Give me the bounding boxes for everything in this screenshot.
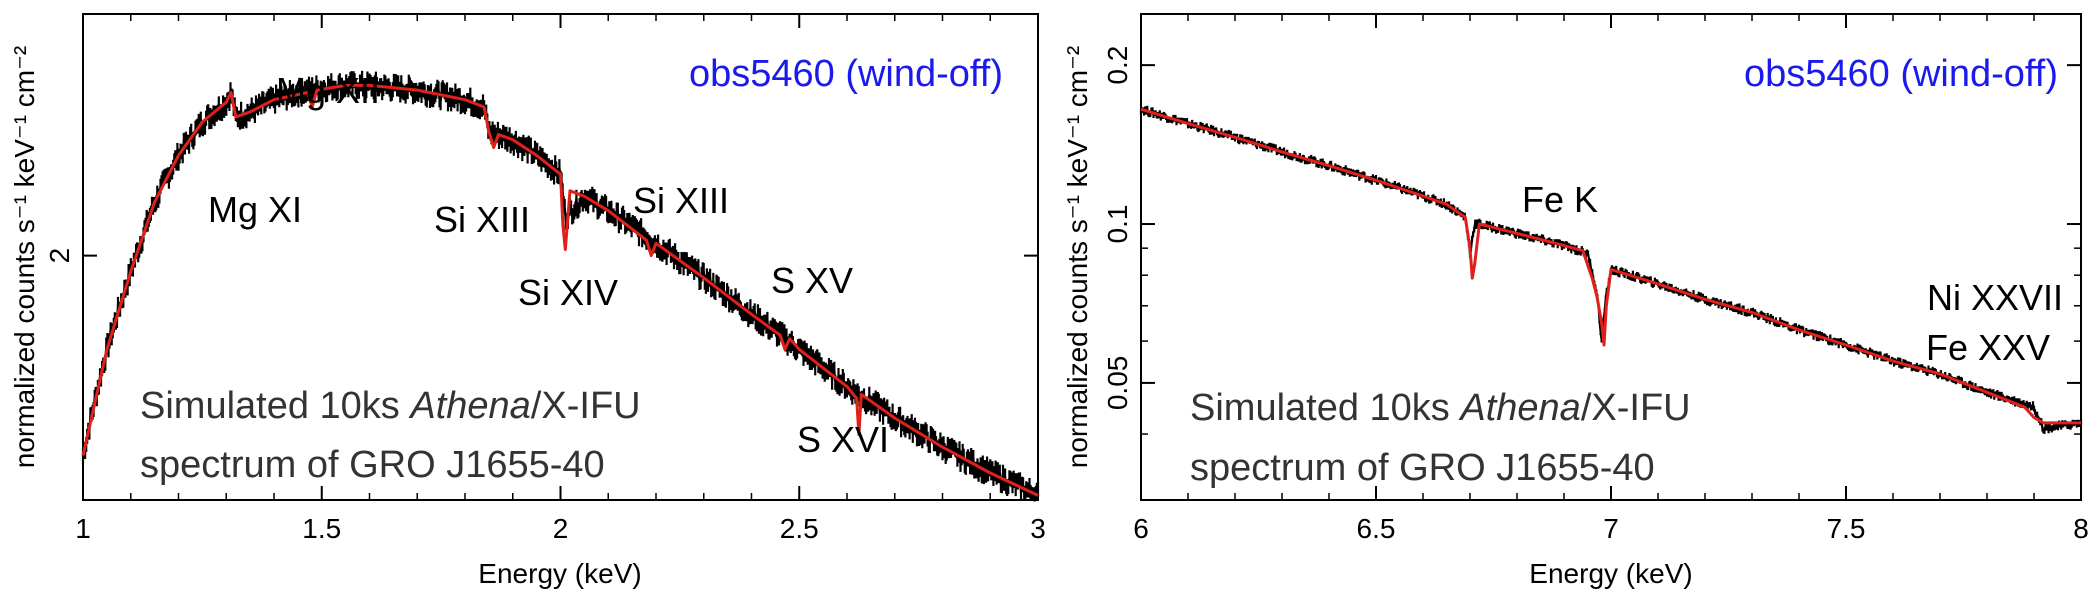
left-x-tick-label-2: 2 (553, 513, 569, 544)
right-y-tick-label-2: 0.2 (1102, 46, 1133, 85)
left-line-label-mg-xi: Mg XI (208, 189, 302, 230)
left-observation-label: obs5460 (wind-off) (689, 53, 1003, 95)
left-x-tick-label-0: 1 (75, 513, 91, 544)
left-line-label-si-xiii-b: Si XIII (633, 180, 729, 221)
left-caption-suffix: /X-IFU (531, 385, 641, 427)
left-caption-line1: Simulated 10ks Athena/X-IFU (140, 385, 641, 427)
left-line-label-s-xv: S XV (771, 260, 853, 301)
left-line-label-si-xiii-a: Si XIII (434, 199, 530, 240)
left-line-label-s-xvi: S XVI (797, 419, 889, 460)
right-x-tick-label-3: 7.5 (1827, 513, 1866, 544)
right-spectrum-panel: 6 6.5 7 7.5 8 0.05 0.1 0.2 Energy (keV) normali… (1062, 13, 2089, 589)
left-spectrum-panel: 1 1.5 2 2.5 3 2 Energy (keV) normalized count… (9, 13, 1046, 589)
right-line-label-fe-xxv: Fe XXV (1926, 327, 2050, 368)
left-caption-italic: Athena (408, 385, 530, 427)
left-y-axis-label: normalized counts s⁻¹ keV⁻¹ cm⁻² (9, 46, 40, 468)
right-x-axis-label: Energy (keV) (1529, 558, 1692, 589)
right-caption-italic: Athena (1458, 387, 1580, 429)
right-x-tick-label-2: 7 (1603, 513, 1619, 544)
right-caption-line2: spectrum of GRO J1655-40 (1190, 447, 1655, 489)
right-line-label-fe-k: Fe K (1522, 179, 1598, 220)
left-y-tick-label-0: 2 (44, 248, 75, 264)
left-caption-line2: spectrum of GRO J1655-40 (140, 444, 605, 486)
right-axis-ticks: 6 6.5 7 7.5 8 0.05 0.1 0.2 (1102, 14, 2089, 544)
left-x-axis-label: Energy (keV) (478, 558, 641, 589)
left-x-tick-label-3: 2.5 (780, 513, 819, 544)
right-model-series (1140, 107, 2081, 425)
right-observation-label: obs5460 (wind-off) (1744, 53, 2058, 95)
right-caption-prefix: Simulated 10ks (1190, 387, 1460, 429)
right-x-tick-label-0: 6 (1133, 513, 1149, 544)
right-caption-line1: Simulated 10ks Athena/X-IFU (1190, 387, 1691, 429)
left-line-label-mg-xii: Mg XII (276, 70, 380, 111)
left-x-tick-label-4: 3 (1030, 513, 1046, 544)
right-x-tick-label-4: 8 (2073, 513, 2089, 544)
right-y-tick-label-0: 0.05 (1102, 356, 1133, 411)
right-line-label-ni-xxvii: Ni XXVII (1927, 277, 2063, 318)
right-y-tick-label-1: 0.1 (1102, 205, 1133, 244)
left-axis-ticks: 1 1.5 2 2.5 3 2 (44, 14, 1046, 544)
right-series-group (1139, 105, 2083, 434)
left-line-label-si-xiv: Si XIV (518, 272, 618, 313)
right-x-tick-label-1: 6.5 (1357, 513, 1396, 544)
left-series-group (81, 70, 1040, 502)
right-caption-suffix: /X-IFU (1581, 387, 1691, 429)
right-y-axis-label: normalized counts s⁻¹ keV⁻¹ cm⁻² (1062, 46, 1093, 468)
left-caption-prefix: Simulated 10ks (140, 385, 410, 427)
left-x-tick-label-1: 1.5 (302, 513, 341, 544)
left-model-series (81, 83, 1039, 497)
